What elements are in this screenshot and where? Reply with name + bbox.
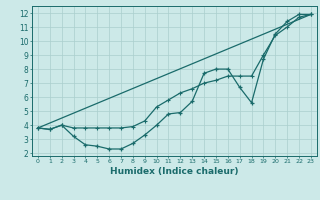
- X-axis label: Humidex (Indice chaleur): Humidex (Indice chaleur): [110, 167, 239, 176]
